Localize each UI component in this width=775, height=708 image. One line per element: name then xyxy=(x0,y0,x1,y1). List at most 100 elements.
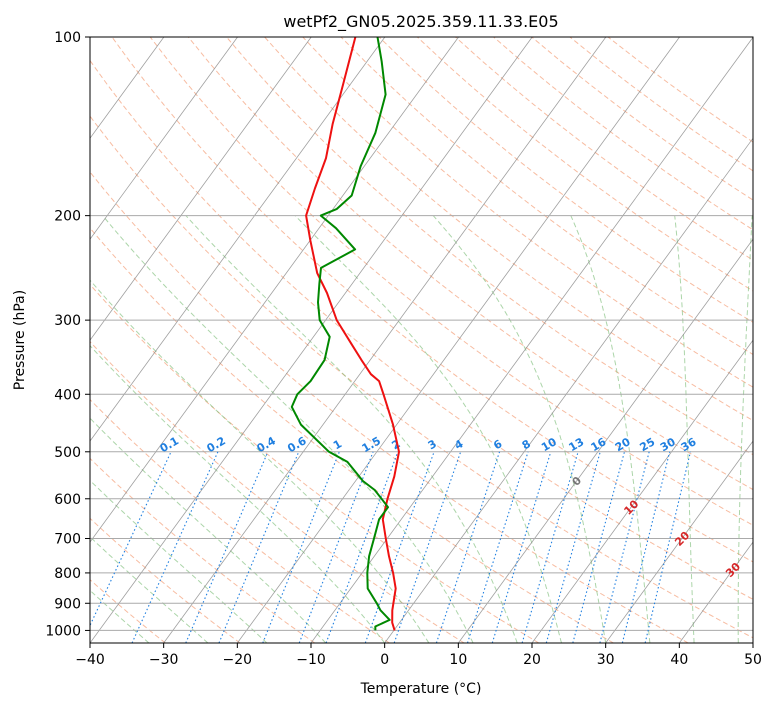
y-tick-label: 900 xyxy=(54,596,81,612)
mixing-ratio-line xyxy=(218,451,300,643)
moist-adiabat xyxy=(90,479,268,643)
moist-adiabat xyxy=(432,215,607,643)
dry-adiabat xyxy=(226,37,753,456)
dry-adiabat xyxy=(187,37,753,491)
mixing-ratio-label: 3 xyxy=(426,437,439,452)
isotherm xyxy=(163,37,607,643)
dry-adiabat xyxy=(90,283,540,643)
moist-adiabat-label: 20 xyxy=(672,529,692,549)
isotherm xyxy=(310,37,753,643)
dry-adiabat xyxy=(90,59,753,600)
mixing-ratio-line xyxy=(621,451,671,643)
mixing-ratio-line xyxy=(131,451,219,643)
dry-adiabat xyxy=(378,37,753,323)
x-tick-label: −20 xyxy=(223,652,253,668)
mixing-ratio-line xyxy=(466,451,529,643)
x-tick-label: 20 xyxy=(523,652,541,668)
mixing-ratio-line xyxy=(545,451,601,643)
x-tick-label: 50 xyxy=(744,652,762,668)
y-tick-label: 200 xyxy=(54,209,81,225)
moist-adiabat xyxy=(90,344,386,643)
dry-adiabat xyxy=(90,457,315,643)
mixing-ratio-label: 6 xyxy=(491,437,504,452)
mixing-ratio-line xyxy=(599,451,650,643)
y-axis-label: Pressure (hPa) xyxy=(12,290,28,390)
y-tick-label: 400 xyxy=(54,387,81,403)
x-tick-label: 10 xyxy=(449,652,467,668)
dry-adiabat-label: -10 xyxy=(65,414,88,437)
dry-adiabat xyxy=(340,37,753,356)
plot-frame xyxy=(89,36,754,644)
moist-adiabat-label: 30 xyxy=(723,560,743,580)
x-tick-label: 40 xyxy=(670,652,688,668)
moist-adiabat xyxy=(90,279,430,643)
mixing-ratio-line xyxy=(90,451,172,627)
moist-adiabat-label: 10 xyxy=(621,497,641,517)
dry-adiabat xyxy=(90,171,689,643)
mixing-ratio-line xyxy=(435,451,501,643)
y-tick-label: 800 xyxy=(54,566,81,582)
moist-adiabat xyxy=(185,215,518,643)
profiles xyxy=(290,37,400,631)
dry-adiabat xyxy=(111,37,753,563)
x-tick-label: 30 xyxy=(597,652,615,668)
dry-adiabat xyxy=(90,398,390,643)
dry-adiabat xyxy=(455,37,753,261)
moist-adiabat-label: 0 xyxy=(570,474,585,489)
mixing-ratio-line xyxy=(393,451,462,643)
x-tick-label: −40 xyxy=(75,652,105,668)
moist-adiabat xyxy=(102,215,474,643)
dry-adiabat xyxy=(90,340,465,643)
moist-adiabat xyxy=(674,215,695,643)
chart-title: wetPf2_GN05.2025.359.11.33.E05 xyxy=(283,12,558,32)
mixing-ratio-line xyxy=(491,451,552,643)
y-tick-label: 300 xyxy=(54,313,81,329)
dry-adiabat xyxy=(607,37,753,143)
isotherm xyxy=(384,137,753,643)
y-tick-label: 100 xyxy=(54,30,81,46)
mixing-ratio-label: 4 xyxy=(452,437,465,452)
y-tick-label: 1000 xyxy=(45,623,81,639)
moist-adiabat xyxy=(570,215,651,643)
isotherm xyxy=(679,541,753,643)
x-axis-label: Temperature (°C) xyxy=(360,681,482,697)
mixing-ratio-line xyxy=(644,451,691,643)
dry-adiabat xyxy=(90,579,166,643)
dry-adiabat xyxy=(416,37,753,292)
mixing-ratio-line xyxy=(364,451,435,643)
isotherm xyxy=(90,37,238,240)
dry-adiabat xyxy=(149,37,753,526)
isotherm xyxy=(90,37,459,543)
x-tick-label: −10 xyxy=(296,652,326,668)
mixing-ratio-label: 1 xyxy=(331,437,344,452)
x-tick-label: −30 xyxy=(149,652,179,668)
mixing-ratio-line xyxy=(185,451,269,643)
y-tick-label: 600 xyxy=(54,492,81,508)
x-tick-label: 0 xyxy=(380,652,389,668)
isotherm xyxy=(237,37,680,643)
dry-adiabat xyxy=(302,37,753,388)
moist-adiabat xyxy=(294,215,562,643)
axes: −40 −30 −20 −10 0 10 20 30 40 5010009008007006005… xyxy=(45,30,762,668)
isotherm xyxy=(605,440,753,643)
dry-adiabat xyxy=(90,227,614,643)
mixing-ratio-line xyxy=(521,451,579,643)
isotherm xyxy=(90,37,533,643)
y-tick-label: 700 xyxy=(54,532,81,548)
dry-adiabat xyxy=(90,517,241,643)
series-line-temperature xyxy=(305,37,400,631)
mixing-ratio-label: 8 xyxy=(520,437,533,452)
moist-adiabat xyxy=(737,215,753,643)
isotherm xyxy=(531,339,753,643)
isotherm xyxy=(90,37,312,341)
line-labels: 0.10.20.40.611.52346810131620253036-100-… xyxy=(65,414,744,580)
moist-adiabat xyxy=(90,589,150,643)
y-tick-label: 500 xyxy=(54,445,81,461)
moist-adiabat xyxy=(90,417,327,643)
moist-adiabat xyxy=(90,536,209,643)
mixing-ratio-line xyxy=(572,451,626,643)
isotherm xyxy=(458,238,753,643)
background-lines xyxy=(90,37,753,643)
isotherm xyxy=(752,642,753,643)
